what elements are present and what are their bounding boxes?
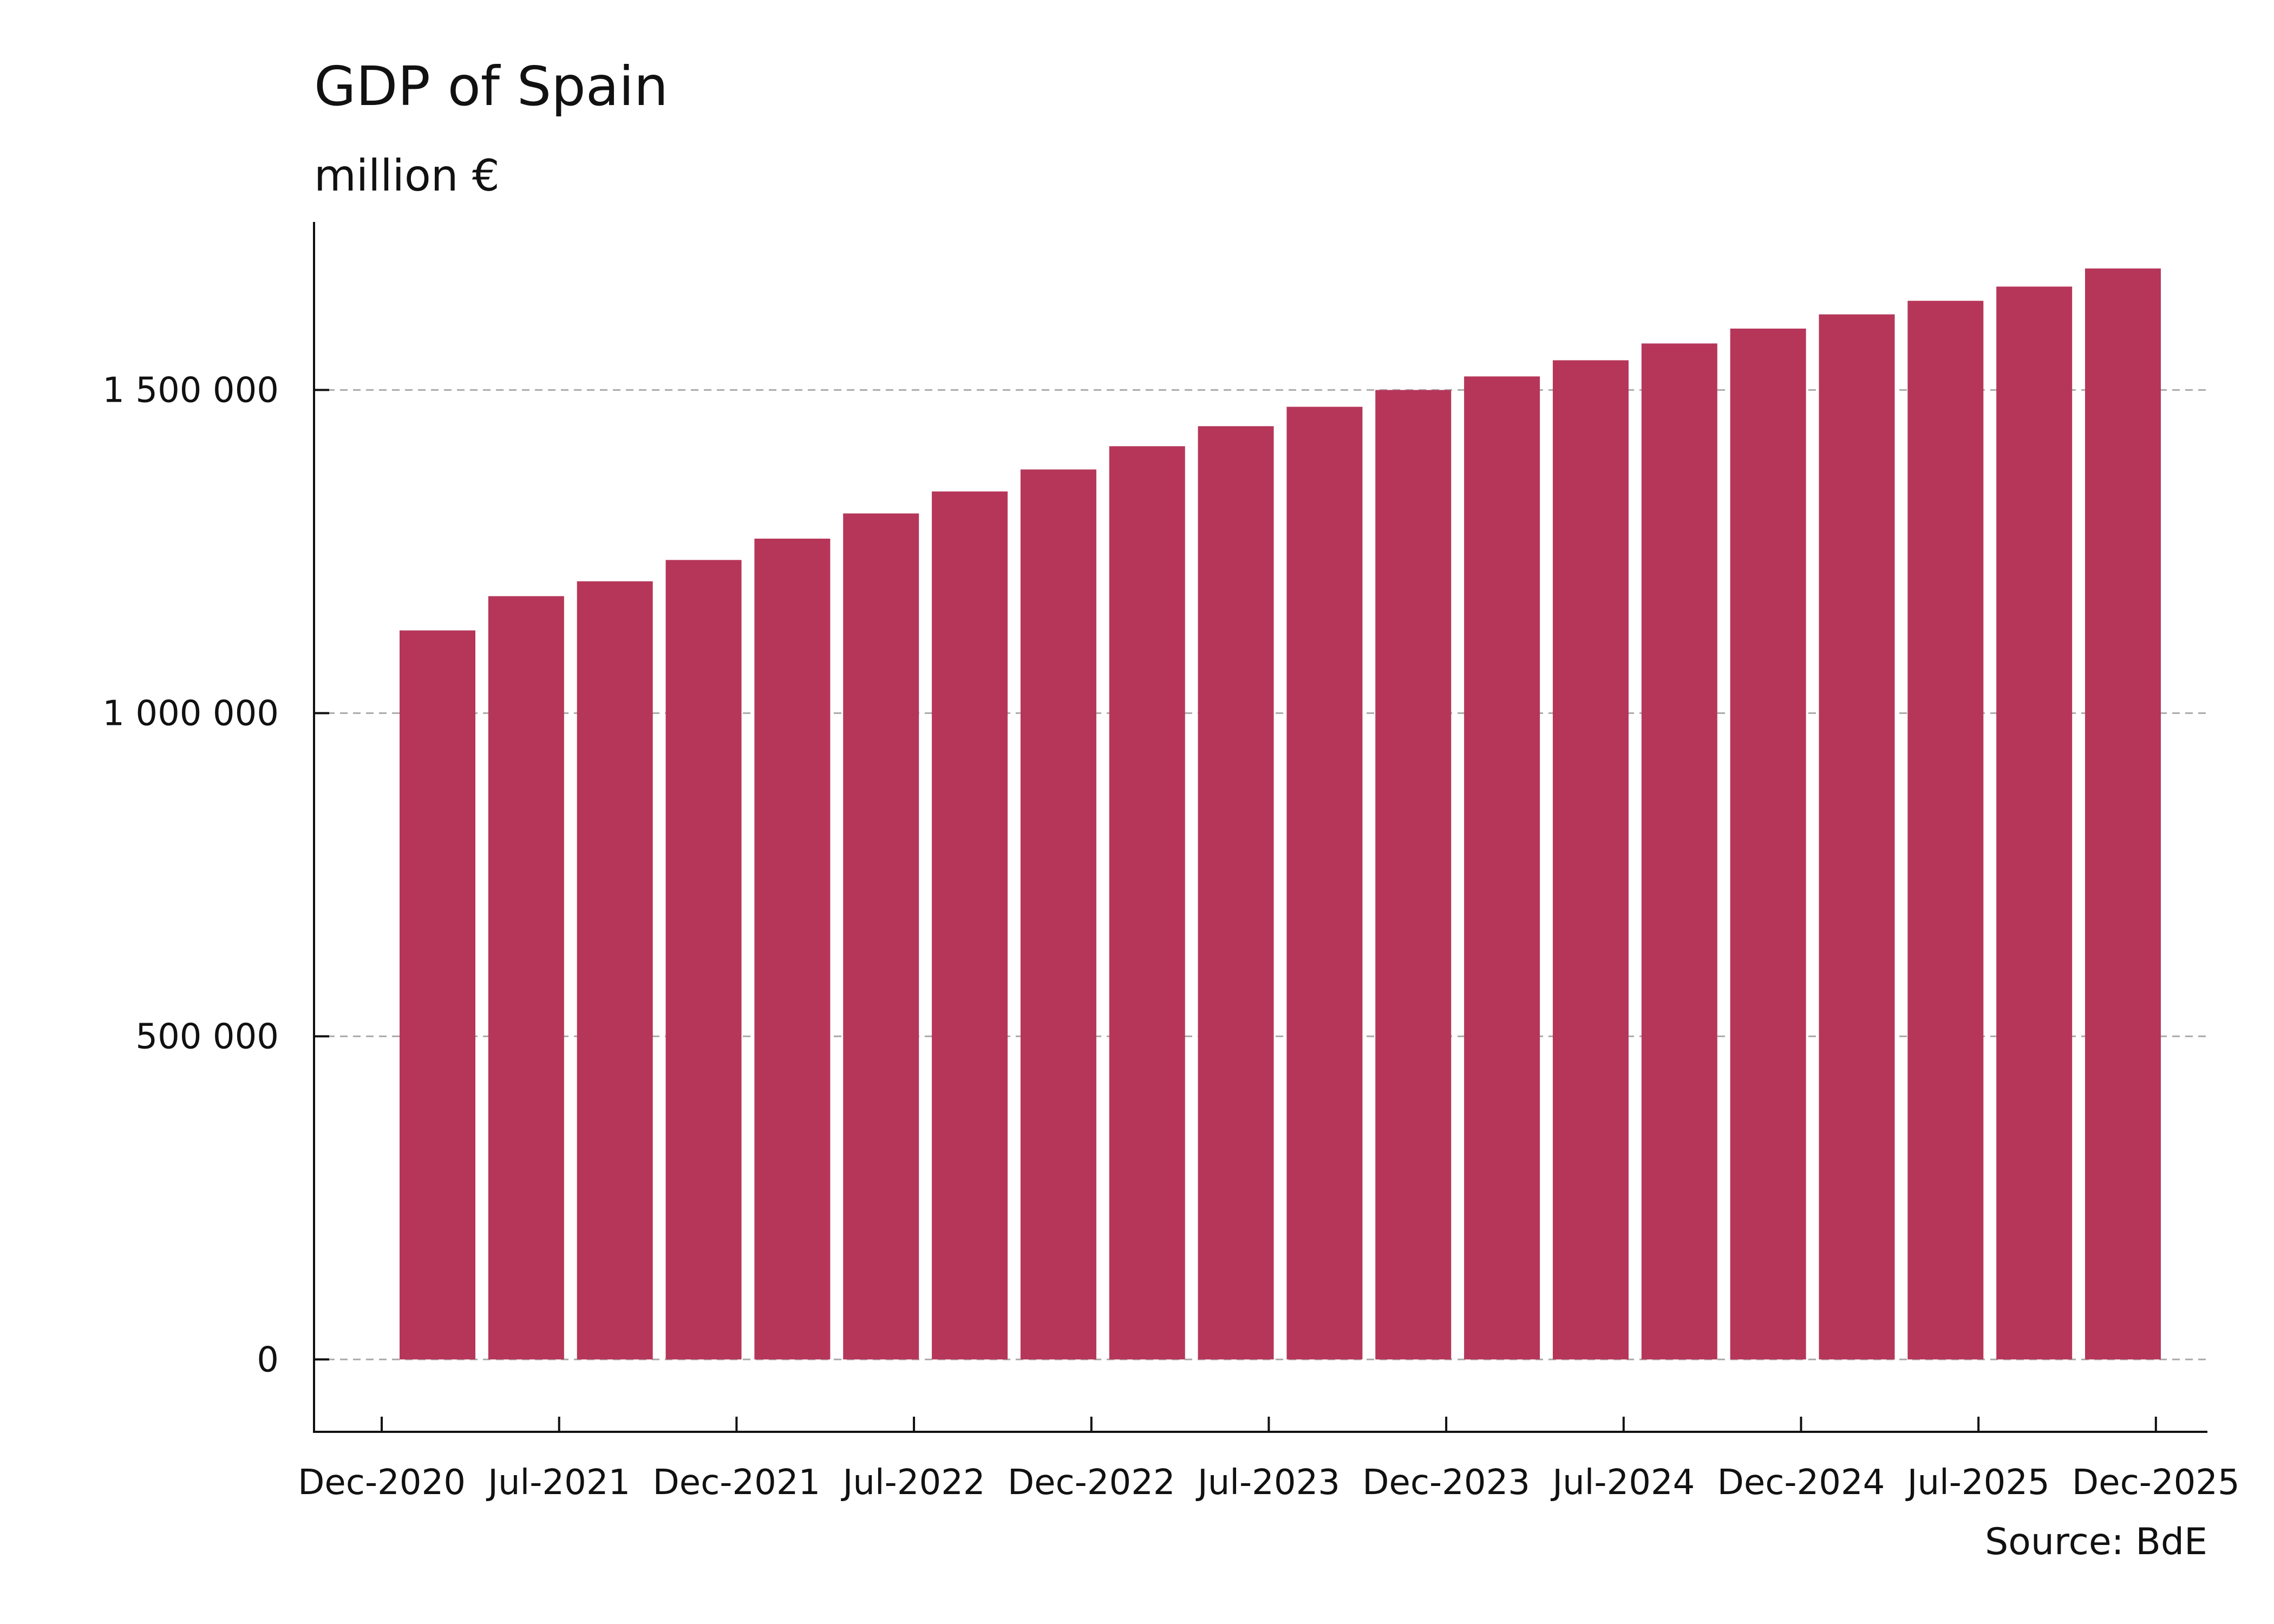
x-tick-label: Jul-2022 — [840, 1463, 985, 1503]
bar-sep-2022 — [1020, 469, 1096, 1360]
x-tick-label: Dec-2025 — [2072, 1463, 2240, 1503]
axes — [313, 222, 2207, 1433]
bar-mar-2023 — [1198, 426, 1274, 1360]
bar-dec-2024 — [1819, 314, 1895, 1360]
x-tick-label: Dec-2021 — [652, 1463, 820, 1503]
x-axis-ticks: Dec-2020 Jul-2021 Dec-2021 Jul-2022 Dec-2022… — [298, 1417, 2240, 1503]
x-tick-label: Jul-2023 — [1195, 1463, 1340, 1503]
y-tick-label: 1 000 000 — [102, 693, 279, 734]
bar-jun-2021 — [577, 581, 653, 1360]
bar-dec-2020 — [400, 630, 475, 1360]
bar-jun-2024 — [1641, 343, 1717, 1360]
y-axis-ticks: 0 500 000 1 000 000 1 500 000 — [102, 370, 329, 1380]
x-tick-label: Dec-2024 — [1717, 1463, 1885, 1503]
bar-dec-2023 — [1464, 376, 1540, 1360]
bar-sep-2021 — [665, 560, 742, 1360]
x-tick-label: Jul-2021 — [486, 1463, 630, 1503]
bar-dec-2022 — [1109, 446, 1185, 1360]
bar-jun-2023 — [1286, 407, 1363, 1360]
x-tick-label: Dec-2020 — [298, 1463, 466, 1503]
bar-sep-2024 — [1730, 328, 1806, 1360]
bar-jun-2022 — [932, 491, 1008, 1360]
x-tick-label: Dec-2023 — [1362, 1463, 1530, 1503]
x-tick-label: Dec-2022 — [1008, 1463, 1175, 1503]
bar-jun-2025 — [1996, 286, 2073, 1360]
bar-mar-2024 — [1552, 360, 1629, 1360]
y-tick-label: 0 — [257, 1340, 279, 1380]
x-tick-label: Jul-2025 — [1905, 1463, 2050, 1503]
chart-subtitle: million € — [314, 150, 500, 201]
bars — [400, 268, 2161, 1360]
bar-sep-2025 — [2085, 268, 2161, 1360]
bar-mar-2022 — [843, 513, 919, 1360]
bar-sep-2023 — [1375, 390, 1452, 1360]
y-tick-label: 500 000 — [135, 1017, 279, 1057]
y-tick-label: 1 500 000 — [102, 370, 279, 410]
source-note: Source: BdE — [1985, 1521, 2207, 1563]
bar-mar-2025 — [1907, 300, 1984, 1360]
x-tick-label: Jul-2024 — [1550, 1463, 1695, 1503]
chart-title: GDP of Spain — [314, 55, 669, 118]
bar-mar-2021 — [488, 596, 564, 1360]
bar-dec-2021 — [754, 539, 831, 1360]
